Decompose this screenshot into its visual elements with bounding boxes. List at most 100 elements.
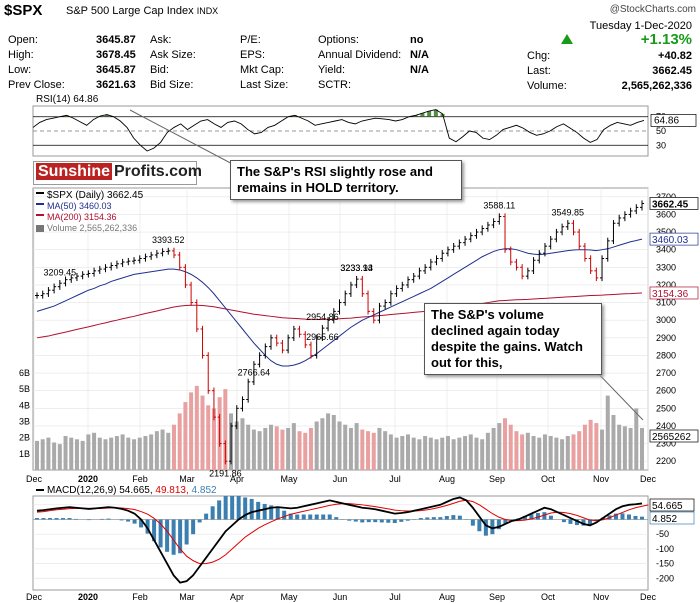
price-tick-2200: 2200 — [656, 456, 676, 466]
volume-bar — [508, 424, 513, 470]
macd-histogram-bar — [217, 500, 222, 520]
volume-bar — [560, 439, 565, 470]
volume-bar — [246, 424, 251, 470]
price-annotation-8: 3549.85 — [552, 207, 585, 217]
logo-part-1: Sunshine — [36, 163, 113, 180]
volume-tick-3B: 3B — [19, 416, 30, 426]
rsi-title: RSI(14) 64.86 — [36, 94, 99, 105]
macd-histogram-bar — [54, 518, 59, 520]
quote-value-col4-1: N/A — [410, 49, 429, 61]
price-tick-2600: 2600 — [656, 386, 676, 396]
volume-bar — [451, 439, 456, 470]
price-x-label-6: Jun — [333, 474, 348, 484]
macd-histogram-bar — [581, 519, 586, 526]
chg-value: +40.82 — [658, 50, 692, 62]
macd-legend-part-2: 4.852 — [189, 485, 217, 496]
price-legend-0: $SPX (Daily) 3662.45 — [47, 190, 144, 201]
volume-bar — [640, 427, 644, 470]
macd-histogram-bar — [197, 519, 202, 523]
macd-x-label-6: Jun — [333, 592, 348, 602]
price-tick-2500: 2500 — [656, 403, 676, 413]
volume-bar — [405, 434, 410, 470]
quote-label-col3-1: EPS: — [240, 49, 266, 61]
volume-bar — [417, 439, 422, 470]
volume-bar — [126, 437, 131, 470]
volume-bar — [525, 432, 530, 470]
macd-histogram-bar — [574, 519, 579, 526]
volume-tick-1B: 1B — [19, 449, 30, 459]
volume-bar — [411, 437, 416, 470]
volume-bar — [97, 437, 102, 470]
macd-histogram-bar — [444, 515, 449, 520]
macd-histogram-bar — [496, 519, 501, 530]
price-tick-3200: 3200 — [656, 280, 676, 290]
volume-bar — [35, 440, 39, 470]
quote-value-col4-0: no — [410, 34, 424, 46]
macd-histogram-bar — [587, 519, 592, 525]
volume-bar — [189, 392, 194, 470]
macd-x-label-2: Feb — [132, 592, 148, 602]
volume-bar — [234, 421, 239, 470]
price-annotation-2: 2954.86 — [306, 312, 339, 322]
volume-bar — [388, 434, 393, 470]
price-annotation-7: 3209.45 — [44, 267, 77, 277]
price-legend-1: MA(50) 3460.03 — [47, 201, 112, 211]
quote-label-col2-2: Bid: — [150, 64, 169, 76]
quote-label-col4-1: Annual Dividend: — [318, 49, 402, 61]
price-tick-3600: 3600 — [656, 209, 676, 219]
rsi-last-value-label: 64.86 — [654, 115, 679, 126]
price-legend-swatch-0 — [36, 192, 44, 194]
macd-histogram-bar — [230, 496, 235, 520]
macd-histogram-bar — [41, 518, 46, 520]
macd-x-label-1: 2020 — [78, 592, 98, 602]
macd-histogram-bar — [295, 514, 300, 520]
volume-bar — [120, 434, 125, 470]
volume-bar — [263, 427, 268, 470]
price-right-label-1: 3460.03 — [652, 235, 689, 246]
macd-histogram-bar — [87, 519, 92, 521]
exchange-label: INDX — [196, 6, 219, 16]
volume-bar — [57, 444, 62, 470]
volume-bar — [622, 426, 627, 470]
price-tick-2400: 2400 — [656, 421, 676, 431]
chg-label: Chg: — [527, 50, 551, 62]
price-annotation-9: 3233.94 — [340, 263, 373, 273]
price-tick-3700: 3700 — [656, 192, 676, 202]
ma50-line — [36, 238, 643, 367]
macd-histogram-bar — [535, 513, 540, 520]
macd-histogram-bar — [418, 518, 423, 520]
price-annotation-0: 3393.52 — [152, 235, 185, 245]
macd-x-label-11: Nov — [593, 592, 610, 602]
macd-histogram-bar — [477, 519, 482, 532]
volume-bar — [520, 434, 525, 470]
macd-histogram-bar — [386, 519, 391, 523]
quote-label-col4-3: SCTR: — [318, 79, 351, 91]
rsi-tick-50: 50 — [656, 126, 666, 136]
macd-histogram-bar — [152, 519, 157, 542]
volume-bar — [434, 439, 439, 470]
price-tick-3100: 3100 — [656, 298, 676, 308]
price-x-label-9: Sep — [489, 474, 505, 484]
volume-bar — [274, 426, 279, 470]
quote-date: Tuesday 1-Dec-2020 — [589, 20, 692, 32]
macd-histogram-bar — [165, 519, 170, 552]
volume-bar — [86, 434, 91, 470]
macd-histogram-bar — [503, 519, 508, 524]
macd-histogram-bar — [61, 518, 66, 520]
volume-bar — [137, 437, 142, 470]
macd-histogram-bar — [626, 514, 631, 520]
macd-histogram-bar — [620, 513, 625, 520]
macd-legend: MACD(12,26,9) 54.665, 49.813, 4.852 — [47, 485, 217, 496]
price-x-label-0: Dec — [26, 474, 43, 484]
volume-bar — [565, 436, 570, 470]
volume-tick-2B: 2B — [19, 433, 30, 443]
macd-x-label-0: Dec — [26, 592, 43, 602]
macd-right-box-0 — [649, 498, 695, 512]
price-tick-2700: 2700 — [656, 368, 676, 378]
price-x-label-7: Jul — [389, 474, 401, 484]
volume-bar — [286, 427, 291, 470]
volume-bar — [377, 427, 382, 470]
volume-bar — [52, 442, 57, 470]
volume-bar — [548, 436, 553, 470]
